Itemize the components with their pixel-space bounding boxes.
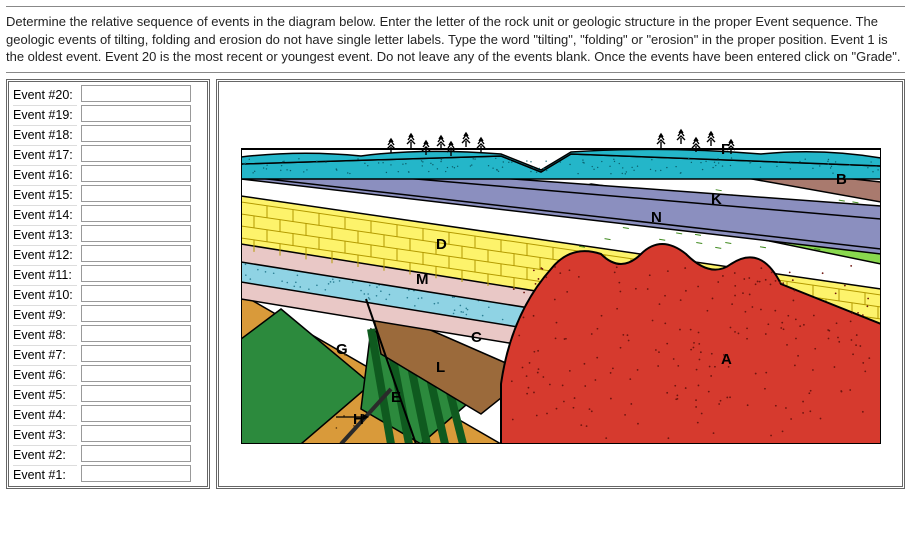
event-input[interactable] <box>81 225 191 242</box>
svg-text:A: A <box>721 351 732 368</box>
event-input[interactable] <box>81 165 191 182</box>
event-label: Event #7: <box>13 345 77 362</box>
event-label: Event #11: <box>13 265 77 282</box>
svg-text:L: L <box>436 359 445 376</box>
event-row: Event #14: <box>11 204 205 224</box>
event-input[interactable] <box>81 245 191 262</box>
event-row: Event #17: <box>11 144 205 164</box>
event-row: Event #4: <box>11 404 205 424</box>
event-input[interactable] <box>81 465 191 482</box>
event-input[interactable] <box>81 405 191 422</box>
event-row: Event #8: <box>11 324 205 344</box>
event-input[interactable] <box>81 425 191 442</box>
event-input[interactable] <box>81 445 191 462</box>
event-label: Event #20: <box>13 86 77 102</box>
event-input[interactable] <box>81 365 191 382</box>
event-label: Event #8: <box>13 325 77 342</box>
svg-text:N: N <box>651 209 662 226</box>
event-input[interactable] <box>81 285 191 302</box>
svg-text:G: G <box>336 341 348 358</box>
event-row: Event #15: <box>11 184 205 204</box>
event-row: Event #19: <box>11 104 205 124</box>
events-panel: Event #20: Event #19: Event #18: Event #17:… <box>6 79 210 489</box>
event-input[interactable] <box>81 125 191 142</box>
event-row: Event #18: <box>11 124 205 144</box>
event-label: Event #2: <box>13 445 77 462</box>
svg-text:K: K <box>711 191 722 208</box>
event-label: Event #5: <box>13 385 77 402</box>
event-row: Event #1: <box>11 464 205 484</box>
event-label: Event #9: <box>13 305 77 322</box>
svg-text:B: B <box>836 171 847 188</box>
event-label: Event #13: <box>13 225 77 242</box>
event-input[interactable] <box>81 105 191 122</box>
event-row: Event #20: <box>11 84 205 104</box>
event-row: Event #3: <box>11 424 205 444</box>
event-row: Event #9: <box>11 304 205 324</box>
svg-text:M: M <box>416 271 429 288</box>
event-row: Event #13: <box>11 224 205 244</box>
event-label: Event #12: <box>13 245 77 262</box>
event-label: Event #4: <box>13 405 77 422</box>
top-rule <box>6 6 905 7</box>
event-input[interactable] <box>81 85 191 102</box>
event-row: Event #7: <box>11 344 205 364</box>
event-input[interactable] <box>81 345 191 362</box>
svg-text:E: E <box>391 389 401 406</box>
event-row: Event #10: <box>11 284 205 304</box>
event-row: Event #6: <box>11 364 205 384</box>
event-input[interactable] <box>81 205 191 222</box>
event-label: Event #19: <box>13 105 77 122</box>
event-label: Event #3: <box>13 425 77 442</box>
event-row: Event #16: <box>11 164 205 184</box>
event-input[interactable] <box>81 185 191 202</box>
event-label: Event #16: <box>13 165 77 182</box>
event-label: Event #1: <box>13 465 77 482</box>
geology-diagram: FBNKDMCLGEAH <box>241 124 881 444</box>
event-input[interactable] <box>81 145 191 162</box>
diagram-panel: FBNKDMCLGEAH <box>216 79 905 489</box>
event-label: Event #10: <box>13 285 77 302</box>
event-label: Event #17: <box>13 145 77 162</box>
event-row: Event #11: <box>11 264 205 284</box>
event-row: Event #5: <box>11 384 205 404</box>
svg-text:D: D <box>436 236 447 253</box>
event-input[interactable] <box>81 265 191 282</box>
event-row: Event #12: <box>11 244 205 264</box>
event-label: Event #14: <box>13 205 77 222</box>
svg-text:C: C <box>471 329 482 346</box>
main-container: Event #20: Event #19: Event #18: Event #17:… <box>6 72 905 489</box>
event-label: Event #15: <box>13 185 77 202</box>
svg-text:H: H <box>353 411 364 428</box>
instructions-text: Determine the relative sequence of event… <box>6 13 905 66</box>
event-label: Event #18: <box>13 125 77 142</box>
event-row: Event #2: <box>11 444 205 464</box>
event-input[interactable] <box>81 305 191 322</box>
event-input[interactable] <box>81 385 191 402</box>
event-label: Event #6: <box>13 365 77 382</box>
event-input[interactable] <box>81 325 191 342</box>
